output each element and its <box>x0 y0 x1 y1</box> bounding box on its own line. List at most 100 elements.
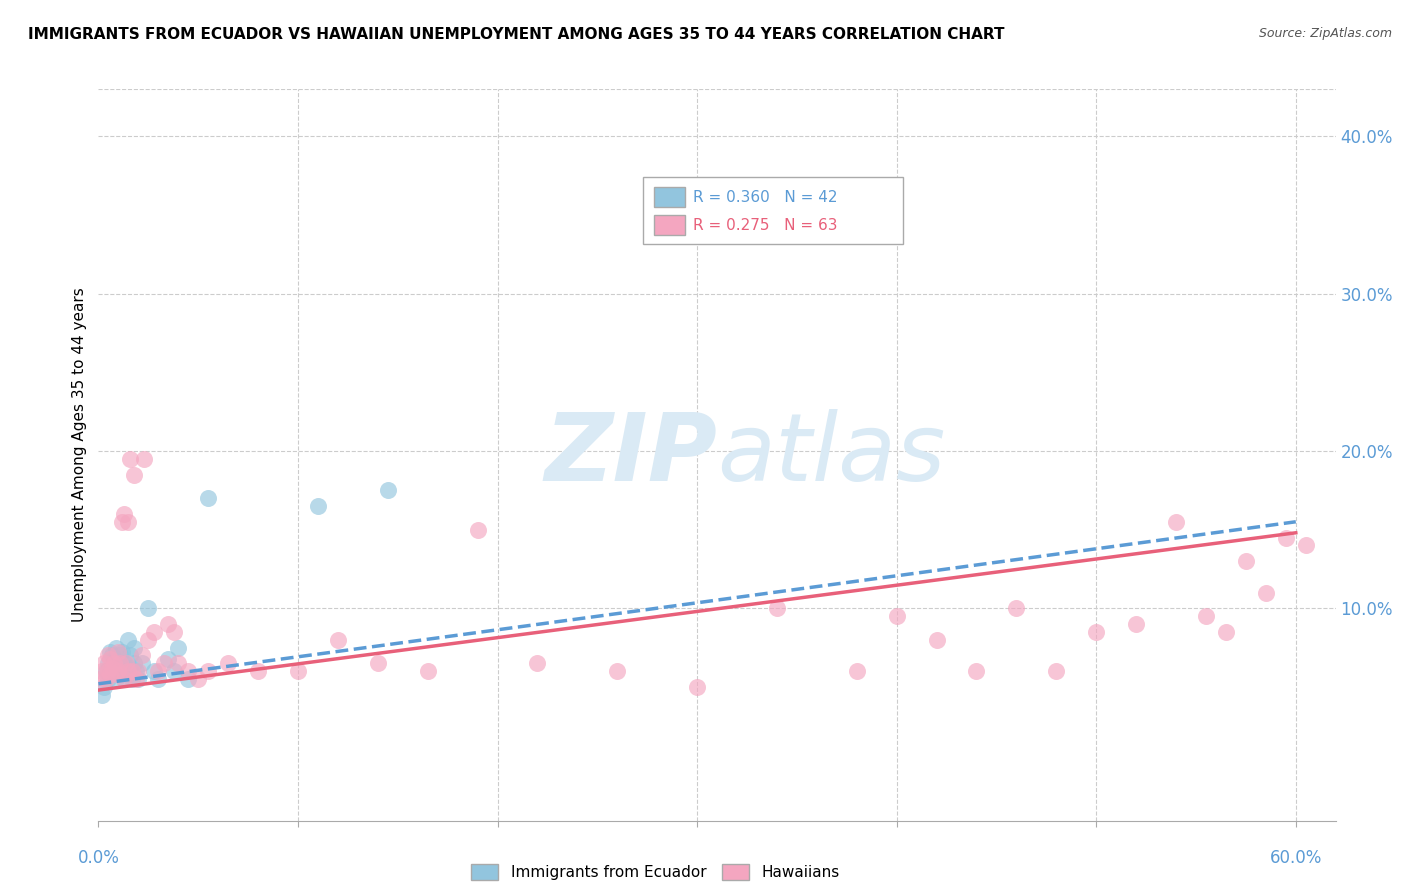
Point <box>134 451 156 466</box>
Point <box>1005 601 1028 615</box>
Point <box>97 657 120 671</box>
Point <box>93 680 115 694</box>
Point <box>97 664 120 678</box>
Point <box>606 664 628 678</box>
Point <box>143 624 166 639</box>
Point <box>93 657 115 671</box>
Point <box>101 661 124 675</box>
Point <box>120 661 142 675</box>
Point <box>1254 585 1277 599</box>
Legend: Immigrants from Ecuador, Hawaiians: Immigrants from Ecuador, Hawaiians <box>465 858 845 886</box>
Point <box>1085 624 1108 639</box>
Point <box>105 667 128 681</box>
Point <box>287 664 309 678</box>
Point <box>886 609 908 624</box>
Point <box>136 632 159 647</box>
Point <box>1295 538 1317 552</box>
Point <box>110 657 132 671</box>
Point <box>103 657 125 671</box>
Point <box>326 632 349 647</box>
Point <box>127 664 149 678</box>
Point <box>97 648 120 663</box>
Point <box>101 664 124 678</box>
Point <box>177 664 200 678</box>
Point <box>121 672 143 686</box>
Point <box>107 645 129 659</box>
Point <box>103 651 125 665</box>
Text: R = 0.360   N = 42: R = 0.360 N = 42 <box>693 189 838 204</box>
Point <box>112 507 135 521</box>
Point <box>101 648 124 663</box>
Point <box>107 657 129 671</box>
Point <box>115 664 138 678</box>
Point <box>111 515 134 529</box>
Point <box>377 483 399 498</box>
Point <box>367 657 389 671</box>
Text: 0.0%: 0.0% <box>77 849 120 867</box>
Point <box>124 640 146 655</box>
Point <box>117 515 139 529</box>
Point <box>143 664 166 678</box>
Point <box>111 661 134 675</box>
Point <box>91 688 114 702</box>
Point <box>136 601 159 615</box>
Point <box>96 672 118 686</box>
Point <box>112 672 135 686</box>
Point <box>96 664 118 678</box>
Point <box>112 657 135 671</box>
Point <box>1234 554 1257 568</box>
Point <box>167 657 190 671</box>
Point <box>105 640 128 655</box>
Text: IMMIGRANTS FROM ECUADOR VS HAWAIIAN UNEMPLOYMENT AMONG AGES 35 TO 44 YEARS CORRE: IMMIGRANTS FROM ECUADOR VS HAWAIIAN UNEM… <box>28 27 1005 42</box>
Point <box>766 601 789 615</box>
Point <box>115 657 138 671</box>
Point <box>100 667 122 681</box>
Point <box>110 664 132 678</box>
Point <box>1045 664 1067 678</box>
Point <box>163 664 186 678</box>
Point <box>197 491 219 505</box>
Point <box>120 451 142 466</box>
Point <box>526 657 548 671</box>
Point <box>121 664 143 678</box>
Point <box>1125 617 1147 632</box>
Point <box>163 624 186 639</box>
Point <box>131 648 153 663</box>
Point <box>107 667 129 681</box>
Point <box>217 657 239 671</box>
Point <box>100 667 122 681</box>
Point <box>110 648 132 663</box>
Point <box>97 672 120 686</box>
Point <box>845 664 868 678</box>
Point <box>1164 515 1187 529</box>
Point <box>89 672 111 686</box>
Point <box>117 664 139 678</box>
Point <box>177 672 200 686</box>
Point <box>167 640 190 655</box>
Point <box>157 651 180 665</box>
Point <box>125 664 148 678</box>
Point <box>105 672 128 686</box>
Point <box>153 657 176 671</box>
Point <box>467 523 489 537</box>
Point <box>120 648 142 663</box>
Point <box>112 672 135 686</box>
Point <box>197 664 219 678</box>
Point <box>131 657 153 671</box>
Text: R = 0.275   N = 63: R = 0.275 N = 63 <box>693 218 838 233</box>
Point <box>91 664 114 678</box>
Text: ZIP: ZIP <box>544 409 717 501</box>
Point <box>966 664 988 678</box>
Point <box>100 651 122 665</box>
Point <box>157 617 180 632</box>
Point <box>925 632 948 647</box>
Point <box>1215 624 1237 639</box>
Point <box>416 664 439 678</box>
Point <box>1275 531 1298 545</box>
Point <box>103 661 125 675</box>
Point <box>307 499 329 513</box>
Point <box>148 672 170 686</box>
Y-axis label: Unemployment Among Ages 35 to 44 years: Unemployment Among Ages 35 to 44 years <box>72 287 87 623</box>
Point <box>107 664 129 678</box>
Point <box>1195 609 1218 624</box>
